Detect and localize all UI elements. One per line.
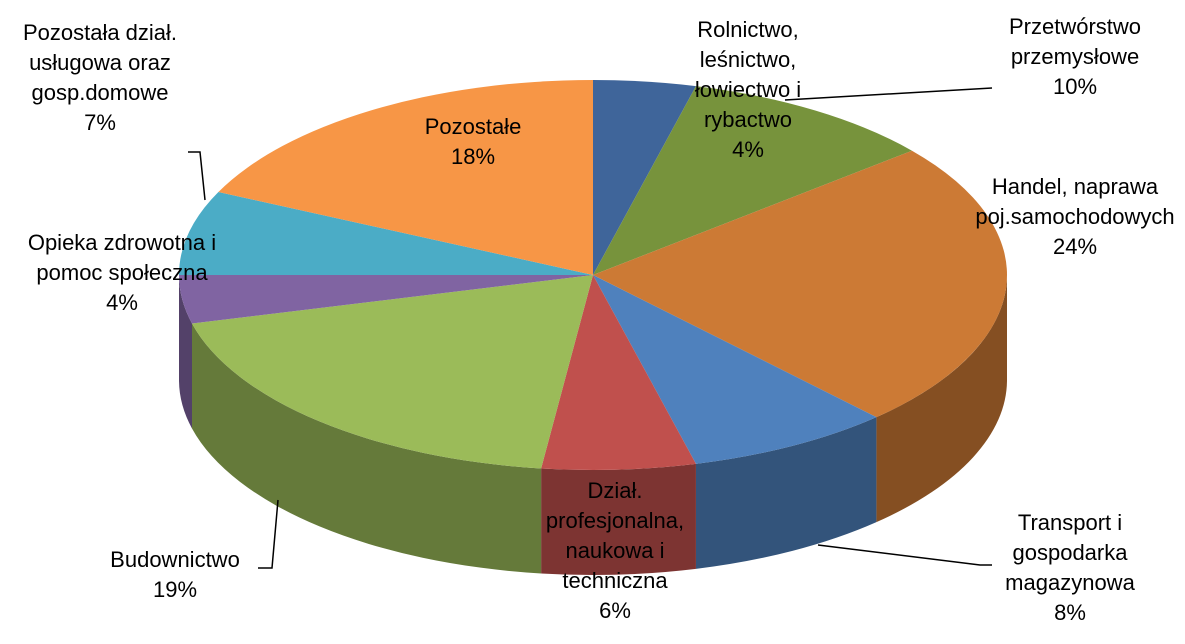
category-label: Dział. profesjonalna, naukowa i technicz… [545,478,685,593]
data-label: Transport i gospodarka magazynowa 8% [980,508,1160,628]
category-label: Przetwórstwo przemysłowe [1008,14,1142,69]
slice-side [179,275,193,429]
value-label: 18% [450,144,496,169]
value-label: 24% [1052,234,1098,259]
slice [192,275,593,469]
value-label: 4% [732,137,764,162]
value-label: 6% [599,598,631,623]
category-label: Rolnictwo, leśnictwo, łowiectwo i rybact… [694,17,802,132]
leader-line [258,499,279,569]
category-label: Transport i gospodarka magazynowa [1005,510,1135,595]
slice [179,275,593,324]
value-label: 4% [106,290,138,315]
value-label: 7% [84,110,116,135]
slice [593,150,1008,418]
data-label: Rolnictwo, leśnictwo, łowiectwo i rybact… [678,15,818,165]
leader-line [817,544,992,566]
data-label: Pozostała dział. usługowa oraz gosp.domo… [0,18,200,138]
value-label: 19% [152,577,198,602]
data-label: Opieka zdrowotna i pomoc społeczna 4% [2,228,242,318]
slice-side [192,323,542,574]
slice [179,191,593,275]
slice-side [876,275,1007,523]
data-label: Budownictwo 19% [85,545,265,605]
leader-lines [188,87,993,569]
data-label: Przetwórstwo przemysłowe 10% [975,12,1175,102]
leader-line [784,87,993,101]
category-label: Pozostałe [424,114,522,139]
category-label: Handel, naprawa poj.samochodowych [975,174,1175,229]
slice-side [541,463,696,575]
category-label: Budownictwo [110,547,240,572]
value-label: 10% [1052,74,1098,99]
leader-line [188,151,206,201]
category-label: Pozostała dział. usługowa oraz gosp.domo… [22,20,178,105]
slice [541,275,696,471]
slice-side [695,417,877,569]
slice [593,80,696,275]
data-label: Dział. profesjonalna, naukowa i technicz… [535,476,695,626]
slice [593,275,877,464]
slice [218,79,593,275]
data-label: Handel, naprawa poj.samochodowych 24% [968,172,1183,262]
slice [593,86,912,275]
category-label: Opieka zdrowotna i pomoc społeczna [27,230,217,285]
value-label: 8% [1054,600,1086,625]
data-label: Pozostałe 18% [398,112,548,172]
